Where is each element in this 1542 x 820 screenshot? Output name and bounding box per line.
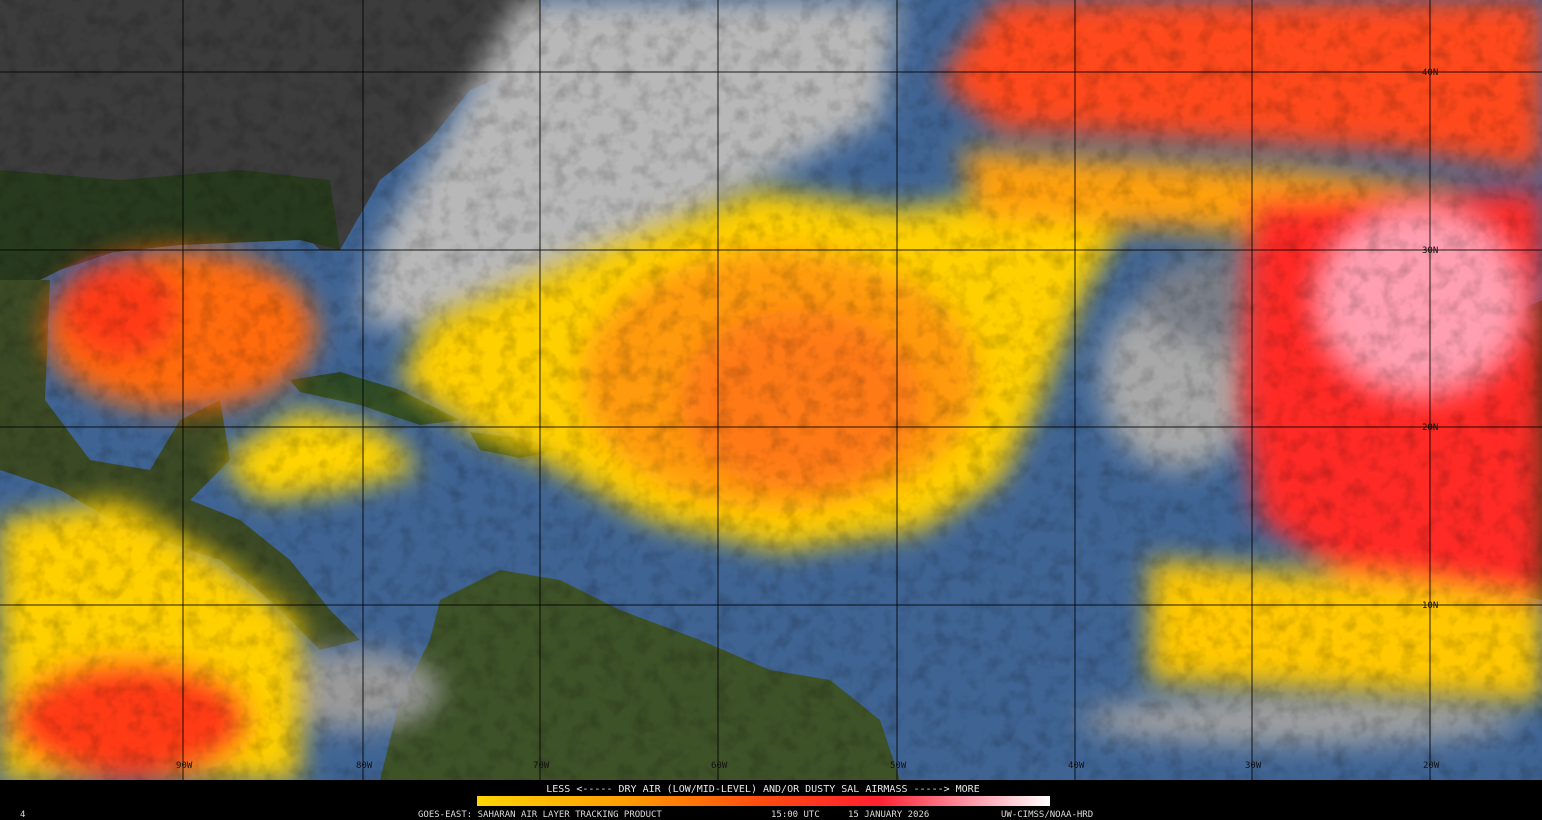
lat-label: 40N xyxy=(1422,68,1438,78)
lon-label: 50W xyxy=(890,761,907,771)
lat-label: 10N xyxy=(1422,601,1438,611)
lon-label: 80W xyxy=(356,761,373,771)
frame-id: 4 xyxy=(20,810,25,820)
legend-caption: LESS <----- DRY AIR (LOW/MID-LEVEL) AND/… xyxy=(546,784,979,795)
lat-label: 20N xyxy=(1422,423,1438,433)
product-name: GOES-EAST: SAHARAN AIR LAYER TRACKING PR… xyxy=(418,810,662,820)
lon-label: 40W xyxy=(1068,761,1085,771)
lon-label: 30W xyxy=(1245,761,1262,771)
texture xyxy=(0,0,1542,780)
lon-labels: 90W 80W 70W 60W 50W 40W 30W 20W xyxy=(176,761,1440,771)
date: 15 JANUARY 2026 xyxy=(848,810,929,820)
legend-bar: LESS <----- DRY AIR (LOW/MID-LEVEL) AND/… xyxy=(0,780,1542,820)
lon-label: 60W xyxy=(711,761,728,771)
imagery: 40N 30N 20N 10N 90W 80W 70W 60W 50W 40W … xyxy=(0,0,1542,780)
graticule xyxy=(0,0,1542,780)
lon-label: 20W xyxy=(1423,761,1440,771)
color-scale xyxy=(477,796,1050,806)
lat-label: 30N xyxy=(1422,246,1438,256)
time: 15:00 UTC xyxy=(771,810,820,820)
credit: UW-CIMSS/NOAA-HRD xyxy=(1001,810,1093,820)
lon-label: 90W xyxy=(176,761,193,771)
lat-labels: 40N 30N 20N 10N xyxy=(1422,68,1438,611)
lon-label: 70W xyxy=(533,761,550,771)
